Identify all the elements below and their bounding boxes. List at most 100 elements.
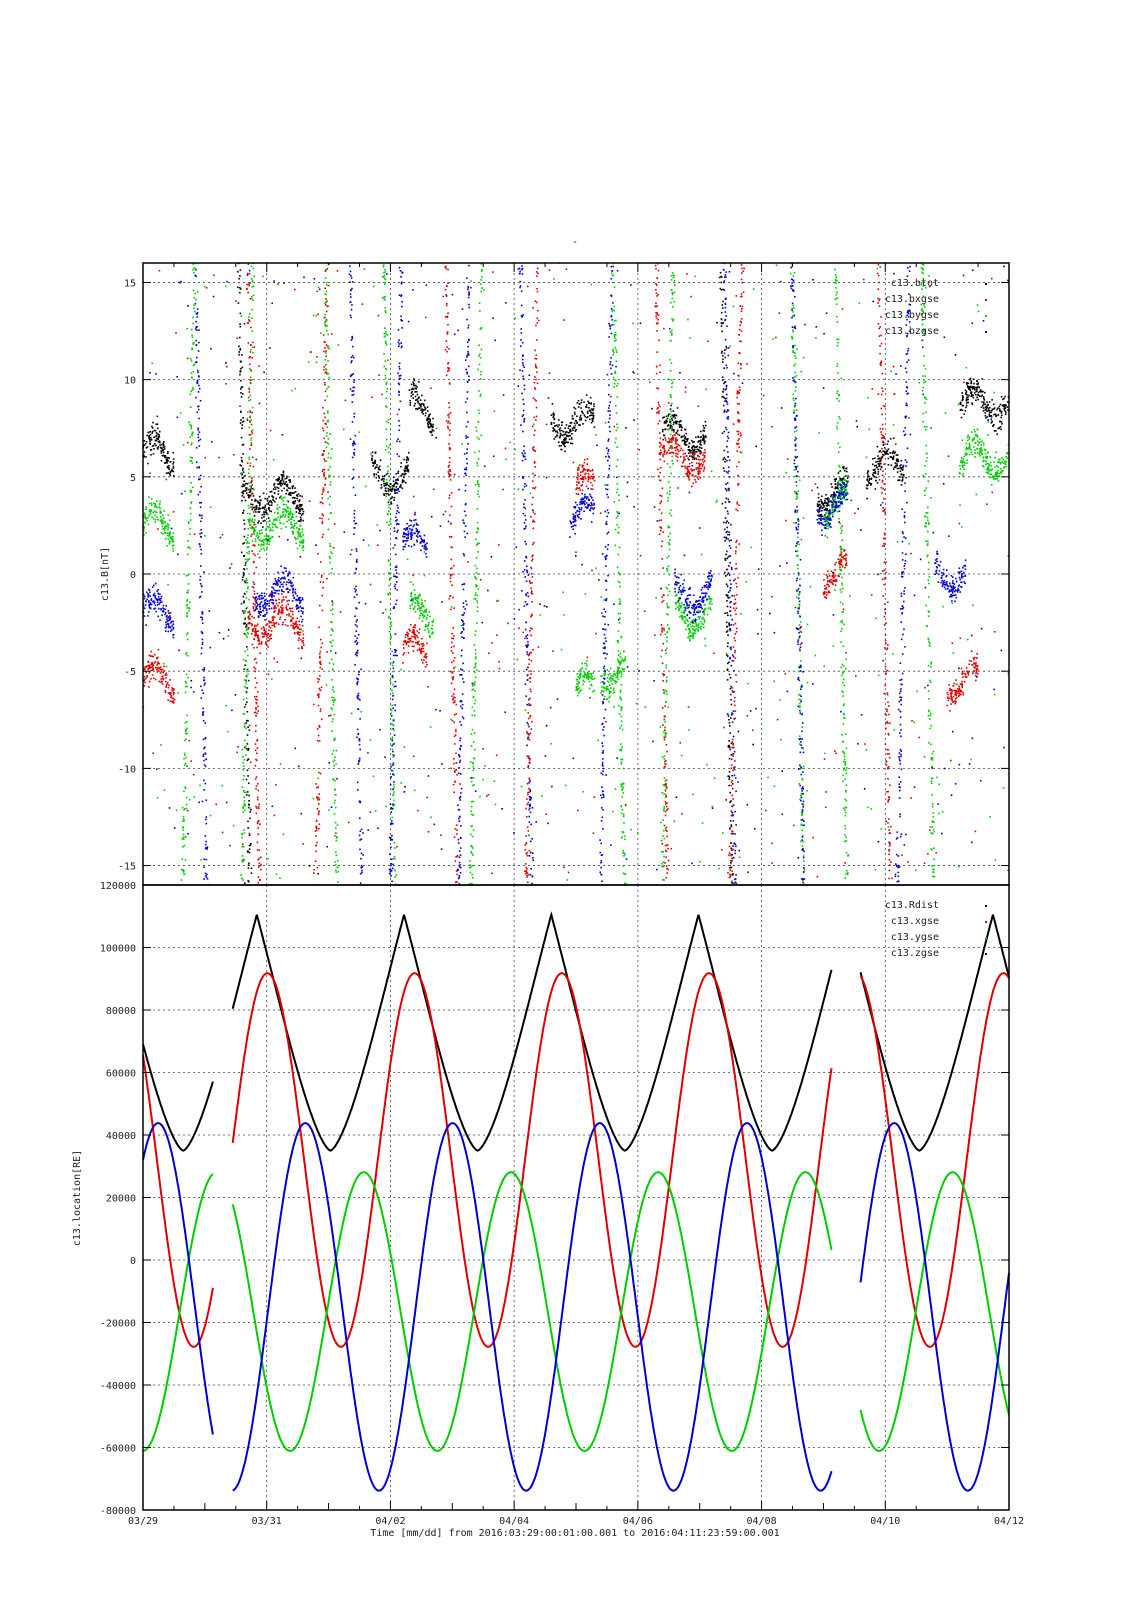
data-point bbox=[962, 566, 964, 569]
data-point bbox=[408, 638, 411, 641]
data-point bbox=[196, 380, 199, 383]
data-point bbox=[385, 484, 388, 486]
data-point bbox=[699, 603, 702, 605]
data-point bbox=[197, 478, 200, 481]
data-point bbox=[276, 589, 279, 592]
data-point bbox=[239, 388, 242, 390]
data-point bbox=[173, 691, 175, 694]
data-point bbox=[278, 598, 280, 601]
data-point bbox=[267, 646, 269, 648]
data-point bbox=[589, 493, 591, 496]
data-point bbox=[827, 497, 829, 499]
data-point bbox=[163, 446, 166, 448]
data-point bbox=[245, 625, 248, 627]
data-point bbox=[244, 490, 247, 492]
data-point bbox=[702, 425, 705, 427]
data-point bbox=[684, 444, 687, 446]
data-point bbox=[987, 469, 989, 471]
data-point bbox=[696, 611, 698, 613]
data-point bbox=[552, 412, 555, 414]
data-point bbox=[583, 681, 585, 683]
data-point bbox=[877, 471, 880, 473]
data-point bbox=[957, 588, 959, 590]
data-point bbox=[970, 650, 973, 653]
data-point bbox=[412, 384, 415, 387]
data-point bbox=[146, 516, 149, 519]
data-point bbox=[972, 446, 975, 448]
data-point bbox=[288, 571, 291, 573]
data-point bbox=[402, 540, 404, 543]
data-point bbox=[260, 529, 263, 531]
data-point bbox=[271, 495, 274, 498]
data-point bbox=[408, 640, 411, 643]
data-point bbox=[614, 680, 617, 682]
data-point bbox=[832, 498, 835, 501]
data-point bbox=[942, 583, 944, 586]
data-point bbox=[402, 662, 404, 664]
data-point bbox=[271, 535, 274, 538]
data-point bbox=[883, 454, 885, 456]
data-point bbox=[412, 630, 415, 633]
data-point bbox=[282, 471, 285, 474]
data-point bbox=[184, 739, 186, 742]
data-point bbox=[968, 663, 970, 666]
data-point bbox=[293, 524, 296, 527]
data-point bbox=[828, 515, 831, 518]
data-point bbox=[680, 611, 683, 614]
data-point bbox=[703, 440, 706, 443]
data-point bbox=[148, 600, 150, 602]
data-point bbox=[986, 462, 989, 465]
data-point bbox=[579, 690, 581, 692]
data-point bbox=[698, 468, 701, 470]
data-point bbox=[297, 632, 299, 635]
data-point bbox=[680, 465, 683, 468]
data-point bbox=[584, 495, 586, 498]
data-point bbox=[166, 465, 169, 468]
data-point bbox=[681, 449, 684, 452]
data-point bbox=[264, 504, 267, 507]
data-point bbox=[677, 576, 680, 579]
data-point bbox=[263, 515, 265, 518]
data-point bbox=[984, 452, 987, 455]
data-point bbox=[577, 406, 580, 408]
data-point bbox=[254, 523, 257, 526]
data-point bbox=[565, 437, 567, 439]
data-point bbox=[247, 827, 249, 829]
data-point bbox=[291, 487, 294, 490]
data-point bbox=[279, 496, 281, 499]
data-point bbox=[965, 448, 967, 451]
data-point bbox=[1002, 405, 1005, 407]
data-point bbox=[612, 692, 615, 694]
data-point bbox=[287, 516, 290, 519]
data-point bbox=[390, 497, 393, 499]
data-point bbox=[376, 466, 378, 469]
data-point bbox=[832, 583, 834, 586]
data-point bbox=[150, 504, 153, 506]
data-point bbox=[265, 631, 267, 633]
data-point bbox=[406, 456, 408, 459]
data-point bbox=[194, 298, 197, 301]
data-point bbox=[959, 468, 962, 470]
data-point bbox=[970, 431, 973, 433]
data-point bbox=[188, 546, 190, 548]
data-point bbox=[262, 492, 265, 495]
data-point bbox=[571, 417, 574, 420]
data-point bbox=[415, 399, 417, 401]
data-point bbox=[570, 526, 573, 528]
data-point bbox=[160, 595, 163, 598]
data-point bbox=[200, 528, 202, 531]
data-point bbox=[674, 447, 676, 449]
data-point bbox=[694, 620, 697, 622]
data-point bbox=[403, 640, 405, 643]
data-point bbox=[1002, 462, 1005, 464]
data-point bbox=[431, 426, 434, 428]
data-point bbox=[422, 605, 425, 608]
data-point bbox=[414, 513, 416, 516]
data-point bbox=[302, 544, 305, 547]
data-point bbox=[259, 608, 262, 610]
data-point bbox=[165, 461, 167, 464]
data-point bbox=[671, 419, 674, 421]
data-point bbox=[190, 501, 193, 503]
data-point bbox=[425, 625, 428, 628]
data-point bbox=[255, 504, 258, 507]
